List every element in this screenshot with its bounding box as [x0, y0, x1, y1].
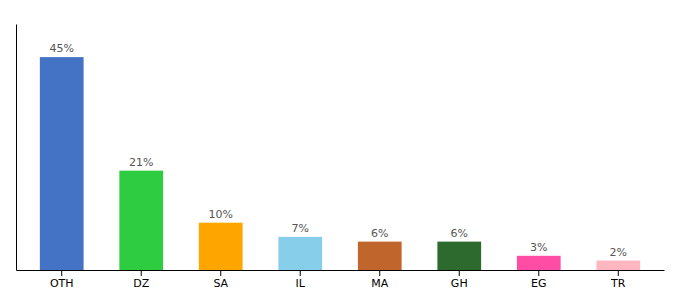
chart-container: OTH DZ SA IL MA GH EG TR 45% 21% 10% 7% 6% 6% 3% 2%	[0, 0, 680, 300]
bar	[199, 223, 243, 270]
x-tick: OTH	[50, 270, 74, 290]
x-tick-mark	[300, 270, 301, 276]
x-axis: OTH DZ SA IL MA GH EG TR	[17, 270, 665, 290]
bar	[278, 237, 322, 270]
x-tick-mark	[538, 270, 539, 276]
bar	[40, 57, 84, 270]
x-tick-label: IL	[296, 277, 306, 290]
chart-svg: OTH DZ SA IL MA GH EG TR 45% 21% 10% 7% 6% 6% 3% 2%	[0, 0, 680, 300]
x-tick-mark	[220, 270, 221, 276]
x-tick: DZ	[133, 270, 149, 290]
x-tick-mark	[459, 270, 460, 276]
data-label: 21%	[129, 156, 153, 169]
x-tick-mark	[141, 270, 142, 276]
data-label: 3%	[530, 241, 547, 254]
x-tick-mark	[61, 270, 62, 276]
y-axis-line	[16, 25, 17, 271]
x-tick: MA	[371, 270, 388, 290]
x-tick: IL	[296, 270, 306, 290]
x-tick: TR	[610, 270, 626, 290]
x-tick-label: DZ	[133, 277, 149, 290]
x-tick: GH	[451, 270, 468, 290]
bar	[119, 171, 163, 270]
data-label: 2%	[610, 246, 627, 259]
data-label: 45%	[49, 42, 73, 55]
x-axis-line	[17, 270, 665, 271]
x-tick-label: TR	[610, 277, 626, 290]
data-labels: 45% 21% 10% 7% 6% 6% 3% 2%	[49, 42, 627, 258]
plot-area	[40, 57, 640, 270]
x-tick: EG	[531, 270, 546, 290]
x-tick-mark	[618, 270, 619, 276]
x-tick-label: OTH	[50, 277, 74, 290]
data-label: 7%	[292, 222, 309, 235]
bar	[517, 256, 561, 270]
data-label: 10%	[209, 208, 233, 221]
data-label: 6%	[451, 227, 468, 240]
x-tick-label: SA	[213, 277, 228, 290]
x-tick-label: GH	[451, 277, 468, 290]
x-tick: SA	[213, 270, 228, 290]
data-label: 6%	[371, 227, 388, 240]
bar	[596, 261, 640, 270]
x-tick-mark	[379, 270, 380, 276]
x-tick-label: EG	[531, 277, 546, 290]
bar	[437, 242, 481, 270]
bar	[358, 242, 402, 270]
y-axis	[16, 25, 17, 271]
x-tick-label: MA	[371, 277, 388, 290]
